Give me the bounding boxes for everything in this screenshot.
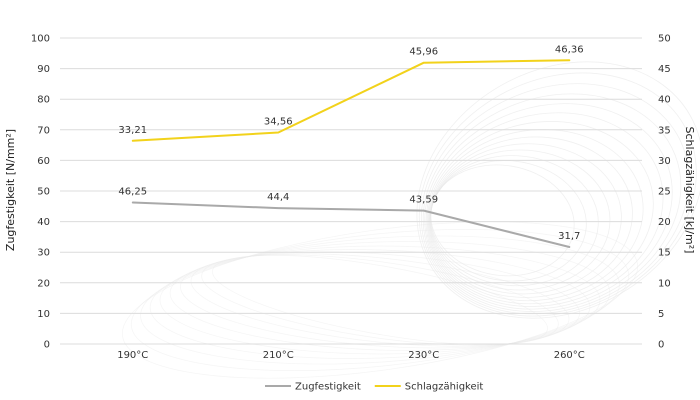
swirl-line	[180, 251, 580, 349]
right-y-tick-label: 15	[658, 248, 671, 259]
left-y-tick-label: 20	[37, 278, 50, 289]
right-y-tick-label: 35	[658, 125, 671, 136]
x-tick-label: 190°C	[117, 350, 148, 361]
legend-label: Zugfestigkeit	[295, 382, 361, 393]
data-label: 33,21	[118, 125, 147, 136]
right-y-tick-label: 5	[658, 309, 664, 320]
swirl-line	[429, 155, 599, 287]
right-y-tick-label: 20	[658, 217, 671, 228]
right-y-tick-label: 0	[658, 340, 664, 351]
x-tick-label: 230°C	[408, 350, 439, 361]
swirl-line	[430, 164, 575, 277]
swirl-line	[430, 160, 587, 282]
series-line-zugfestigkeit	[131, 201, 571, 248]
right-y-tick-label: 45	[658, 64, 671, 75]
right-y-axis-ticks: 0 5 10 15 20 25 30 35 40 45 50	[658, 34, 671, 351]
x-tick-label: 260°C	[554, 350, 585, 361]
data-label: 45,96	[409, 47, 438, 58]
data-labels: 46,25 44,4 43,59 31,7 33,21 34,56 45,96 46,36	[118, 44, 583, 242]
left-y-tick-label: 70	[37, 125, 50, 136]
swirl-line	[212, 255, 548, 345]
left-y-axis-ticks: 0 10 20 30 40 50 60 70 80 90 100	[31, 34, 50, 351]
series-layer	[131, 59, 571, 248]
left-y-tick-label: 10	[37, 309, 50, 320]
swirl-line	[424, 103, 673, 310]
data-label: 46,25	[118, 186, 147, 197]
data-label: 34,56	[264, 116, 293, 127]
swirl-line	[169, 249, 591, 351]
data-label: 46,36	[555, 44, 584, 55]
legend-label: Schlagzähigkeit	[405, 382, 484, 393]
left-y-tick-label: 80	[37, 95, 50, 106]
data-label: 31,7	[558, 231, 580, 242]
x-tick-label: 210°C	[263, 350, 294, 361]
left-y-tick-label: 0	[44, 340, 50, 351]
swirl-line	[418, 72, 697, 317]
left-y-tick-label: 40	[37, 217, 50, 228]
legend: Zugfestigkeit Schlagzähigkeit	[265, 382, 483, 393]
right-y-tick-label: 50	[658, 34, 671, 45]
left-y-tick-label: 100	[31, 34, 50, 45]
gridlines	[60, 37, 642, 345]
right-y-tick-label: 30	[658, 156, 671, 167]
swirl-line	[149, 241, 611, 359]
left-y-axis-title: Zugfestigkeit [N/mm²]	[4, 129, 17, 251]
x-axis-ticks: 190°C 210°C 230°C 260°C	[117, 350, 585, 361]
data-label: 43,59	[409, 195, 438, 206]
swirl-line	[140, 235, 620, 365]
left-y-tick-label: 30	[37, 248, 50, 259]
right-y-tick-label: 40	[658, 95, 671, 106]
swirl-line	[427, 129, 644, 302]
right-y-axis-title: Schlagzähigkeit [kJ/m²]	[683, 127, 696, 254]
swirl-line	[422, 93, 682, 312]
swirl-line	[425, 112, 664, 307]
series-line-schlagzähigkeit	[131, 59, 571, 142]
right-y-tick-label: 25	[658, 187, 671, 198]
swirl-line	[121, 221, 639, 379]
data-label: 44,4	[267, 192, 289, 203]
left-y-tick-label: 90	[37, 64, 50, 75]
swirl-line	[130, 229, 630, 371]
swirl-line	[201, 254, 559, 346]
left-y-tick-label: 60	[37, 156, 50, 167]
swirl-line	[190, 253, 570, 347]
swirl-line	[428, 136, 633, 298]
swirl-line	[426, 121, 654, 305]
right-y-tick-label: 10	[658, 278, 671, 289]
swirl-line	[159, 245, 601, 355]
left-y-tick-label: 50	[37, 187, 50, 198]
